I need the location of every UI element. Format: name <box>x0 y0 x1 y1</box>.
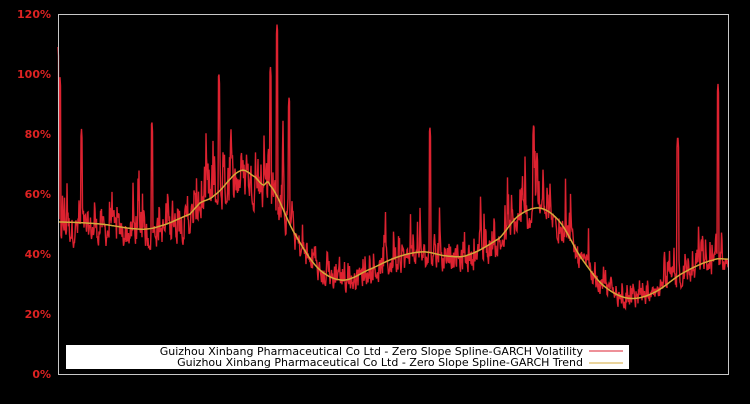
legend-box <box>66 345 629 369</box>
legend: Guizhou Xinbang Pharmaceutical Co Ltd - … <box>66 345 629 369</box>
y-tick-label: 120% <box>17 8 51 21</box>
y-axis: 0% 20% 40% 60% 80% 100% 120% <box>17 8 51 381</box>
y-tick-label: 100% <box>17 68 51 81</box>
legend-label-trend: Guizhou Xinbang Pharmaceutical Co Ltd - … <box>177 356 583 369</box>
plot-border <box>58 14 729 375</box>
y-tick-label: 60% <box>25 188 51 201</box>
trend-series-line <box>58 169 728 300</box>
y-tick-label: 80% <box>25 128 51 141</box>
plot-area <box>57 24 729 311</box>
y-tick-label: 0% <box>32 368 51 381</box>
y-tick-label: 40% <box>25 248 51 261</box>
legend-label-volatility: Guizhou Xinbang Pharmaceutical Co Ltd - … <box>160 345 584 358</box>
y-tick-label: 20% <box>25 308 51 321</box>
